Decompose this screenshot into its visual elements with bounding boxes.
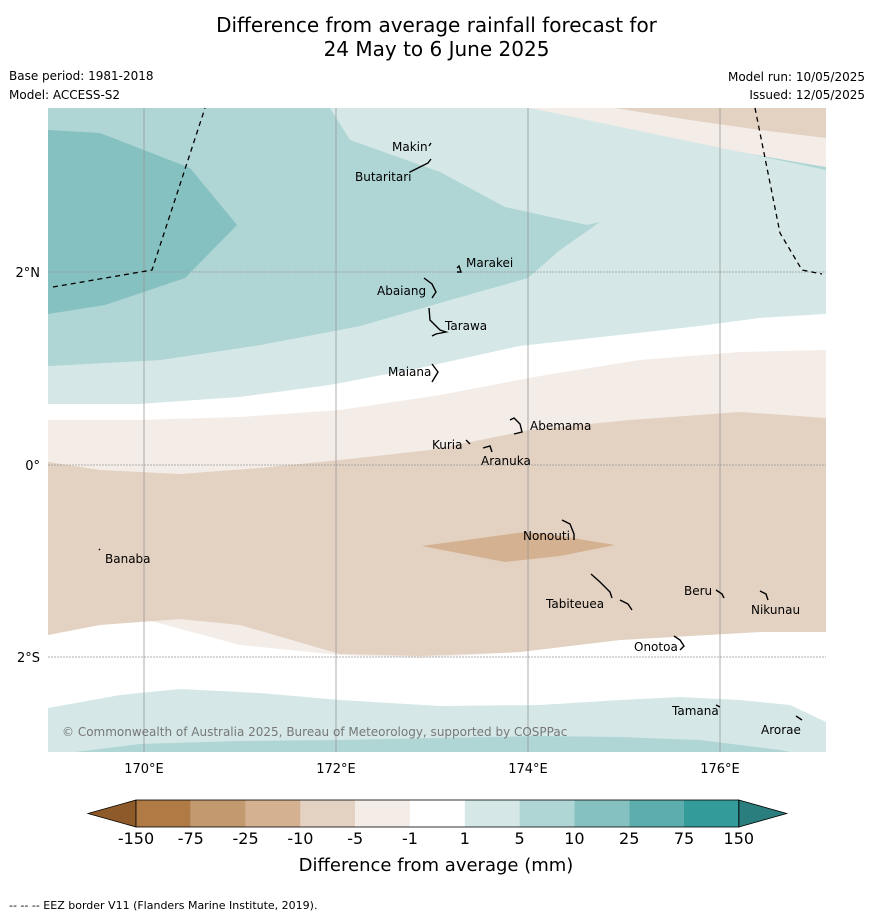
contour-white-north [48,314,826,420]
colorbar-swatch [355,800,410,827]
colorbar-swatch [519,800,575,827]
lat-axis-labels: 2°N 0° 2°S [16,266,41,666]
model-name: Model: ACCESS-S2 [9,88,121,102]
colorbar-tick-label: 10 [564,829,584,848]
colorbar-tick-label: 150 [724,829,755,848]
colorbar-frame [135,799,740,828]
place-maiana: Maiana [388,365,431,379]
place-arorae: Arorae [761,723,801,737]
issued-date: Issued: 12/05/2025 [749,88,865,102]
colorbar-swatch [245,800,301,827]
contour-gap-ne [330,108,826,225]
place-makin: Makin [392,140,428,154]
island-abaiang [423,277,437,299]
island-tamana [715,704,721,708]
lon-label-172: 172°E [316,762,356,777]
island-makin [428,142,432,147]
lon-label-176: 176°E [700,762,740,777]
gridlines [48,108,826,752]
contour-minus5-to-minus10-ne [615,108,826,138]
contour-5-to-10-south [75,736,790,752]
place-abaiang: Abaiang [377,284,426,298]
eez-border [52,107,823,288]
colorbar-swatch [190,800,246,827]
colorbar [86,799,789,828]
colorbar-extend-low [86,799,137,828]
island-tarawa [428,307,449,337]
lat-label-2n: 2°N [16,266,41,281]
place-marakei: Marakei [466,256,513,270]
place-nikunau: Nikunau [751,603,800,617]
colorbar-swatch [684,800,739,827]
colorbar-tick-label: -5 [347,829,363,848]
island-marakei [456,264,462,273]
contour-minus5-to-minus10 [48,412,826,656]
place-aranuka: Aranuka [481,454,531,468]
place-kuria: Kuria [432,438,463,452]
island-tabiteuea [590,573,633,611]
eez-footer-note: -- -- -- EEZ border V11 (Flanders Marine… [9,899,318,912]
lon-axis-labels: 170°E 172°E 174°E 176°E [124,762,740,777]
island-nonouti [561,519,575,540]
island-abemama [509,417,523,435]
island-beru [715,589,725,599]
map-title-line2: 24 May to 6 June 2025 [323,37,550,61]
colorbar-swatch [136,800,191,827]
colorbar-swatch [464,800,520,827]
colorbar-tick-label: -150 [118,829,154,848]
island-nikunau [759,590,769,601]
colorbar-label: Difference from average (mm) [299,855,574,876]
island-aranuka [482,445,493,453]
islands [98,142,803,721]
base-period: Base period: 1981-2018 [9,69,154,83]
map-title-line1: Difference from average rainfall forecas… [216,13,657,37]
model-run: Model run: 10/05/2025 [727,70,865,84]
place-labels: Makin Butaritari Marakei Abaiang Tarawa … [105,140,801,737]
lon-label-174: 174°E [508,762,548,777]
colorbar-tick-label: -1 [402,829,418,848]
copyright-notice: © Commonwealth of Australia 2025, Bureau… [62,725,567,739]
colorbar-tick-label: 75 [674,829,694,848]
colorbar-tick-label: 1 [460,829,470,848]
island-maiana [431,363,439,383]
place-beru: Beru [684,584,712,598]
contour-1-to-5-south [48,689,826,752]
colorbar-swatch [629,800,684,827]
place-tabiteuea: Tabiteuea [545,597,604,611]
colorbar-tick-label: 5 [515,829,525,848]
island-kuria [465,439,471,445]
place-tarawa: Tarawa [444,319,487,333]
lat-label-2s: 2°S [17,651,40,666]
place-tamana: Tamana [671,704,719,718]
colorbar-swatch [300,800,356,827]
contour-10-to-25-west [48,108,237,314]
colorbar-tick-labels: -150 -75 -25 -10 -5 -1 1 5 10 25 75 150 [118,829,754,848]
colorbar-swatch [410,800,465,827]
colorbar-tick-label: -75 [178,829,204,848]
place-banaba: Banaba [105,552,151,566]
contour-layer [48,108,826,752]
contour-minus10-to-minus25 [422,532,615,562]
colorbar-extend-high [738,799,789,828]
island-onotoa [673,635,685,651]
island-arorae [795,715,803,721]
place-onotoa: Onotoa [634,640,678,654]
lon-label-170: 170°E [124,762,164,777]
place-nonouti: Nonouti [523,529,570,543]
colorbar-tick-label: -25 [233,829,259,848]
colorbar-swatch [574,800,630,827]
colorbar-tick-label: -10 [287,829,313,848]
island-banaba [98,548,101,551]
island-butaritari [409,158,432,173]
colorbar-tick-label: 25 [619,829,639,848]
place-butaritari: Butaritari [355,170,412,184]
place-abemama: Abemama [530,419,591,433]
lat-label-0: 0° [25,459,40,474]
